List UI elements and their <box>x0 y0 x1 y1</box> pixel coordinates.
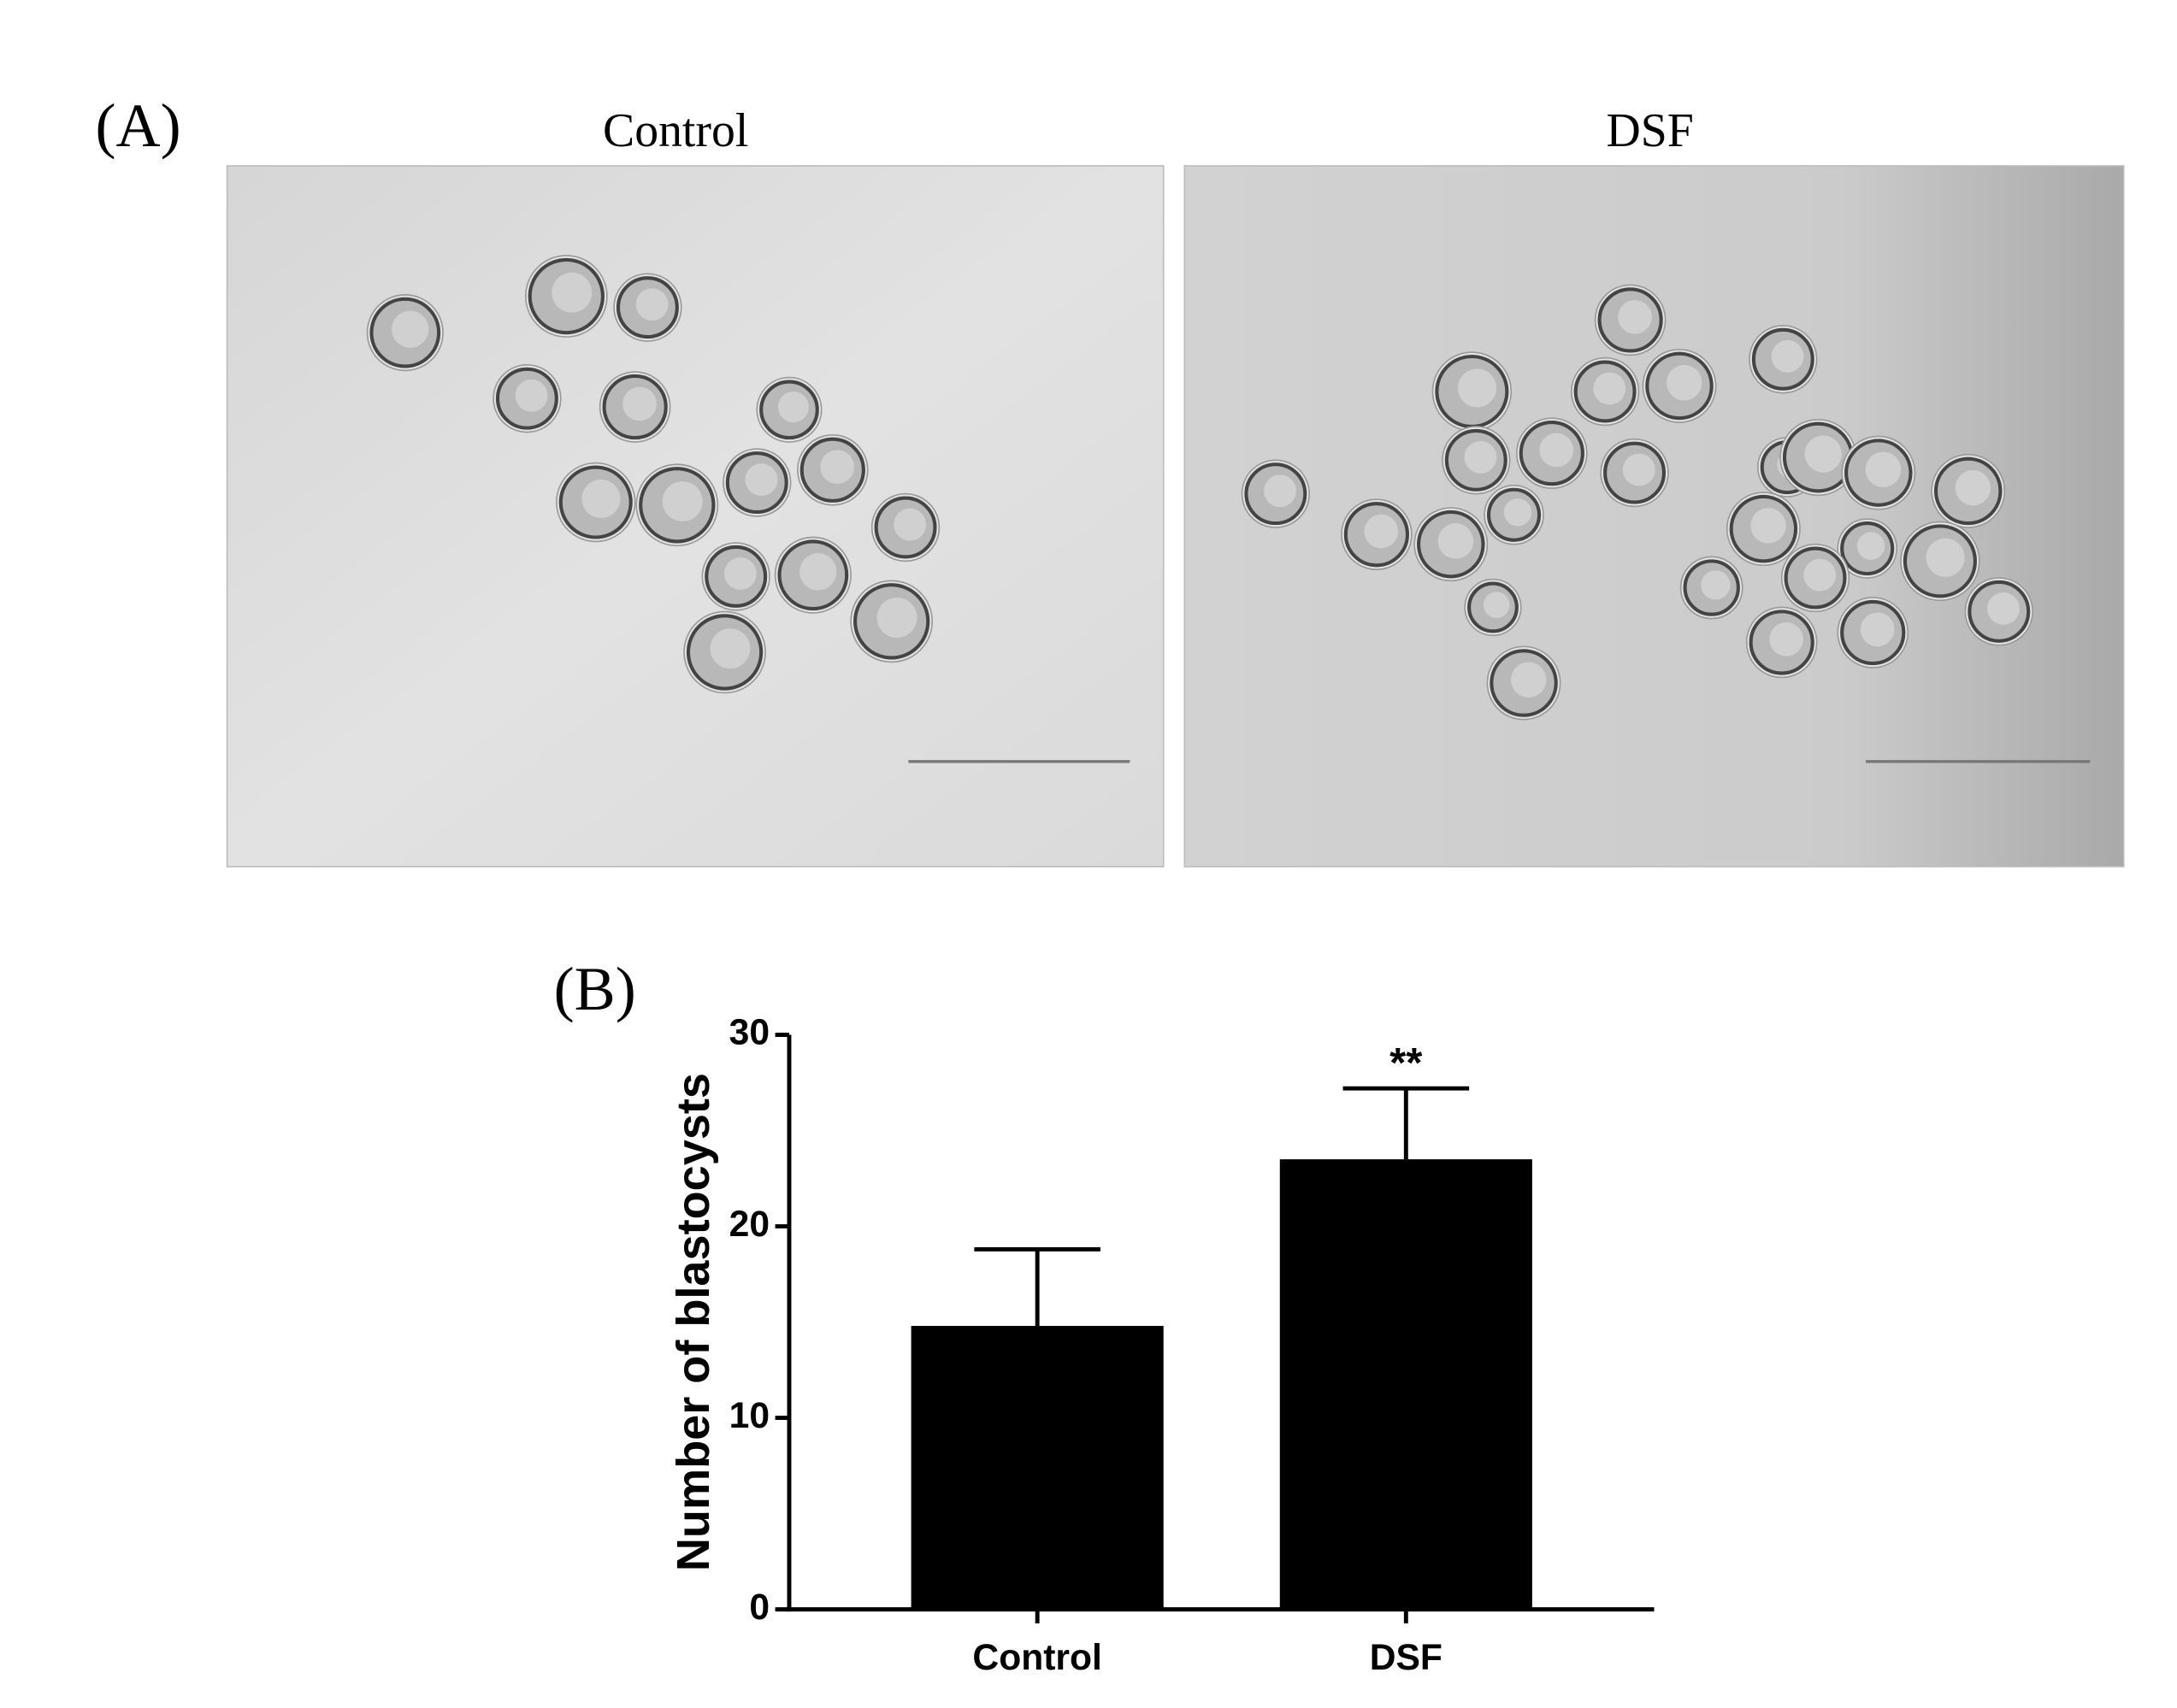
blastocyst-cavity <box>799 553 837 591</box>
blastocyst-cavity <box>777 391 809 423</box>
blastocyst-cavity <box>1539 433 1574 468</box>
blastocyst-cavity <box>1955 469 1991 506</box>
blastocyst-cavity <box>622 386 657 421</box>
x-tick-label: DSF <box>1370 1637 1442 1678</box>
blastocyst-cavity <box>1803 558 1837 592</box>
panel-label: (B) <box>554 955 636 1023</box>
blastocyst-cavity <box>745 463 778 497</box>
blastocyst-cavity <box>1860 612 1895 647</box>
blastocyst-cavity <box>1926 538 1965 577</box>
blastocyst-cavity <box>1856 532 1885 560</box>
y-tick-label: 10 <box>729 1395 770 1436</box>
blastocyst-cavity <box>1750 508 1786 544</box>
blastocyst-cavity <box>1593 372 1626 405</box>
significance-label: ** <box>1389 1040 1423 1087</box>
blastocyst-cavity <box>581 479 621 518</box>
image-title: Control <box>603 104 748 157</box>
image-title: DSF <box>1606 104 1693 157</box>
blastocyst-cavity <box>1701 570 1731 600</box>
blastocyst-cavity <box>1264 474 1296 508</box>
blastocyst-cavity <box>1865 451 1902 488</box>
bar <box>1279 1159 1532 1610</box>
panel-label: (A) <box>95 91 180 160</box>
x-tick-label: Control <box>972 1637 1101 1678</box>
blastocyst-cavity <box>723 557 757 590</box>
blastocyst-cavity <box>1622 453 1655 486</box>
blastocyst-cavity <box>552 272 593 313</box>
blastocyst-cavity <box>1364 514 1399 549</box>
y-tick-label: 20 <box>729 1204 770 1245</box>
blastocyst-cavity <box>662 481 703 521</box>
blastocyst-cavity <box>1618 299 1652 334</box>
blastocyst-cavity <box>392 310 429 348</box>
blastocyst-cavity <box>1503 498 1532 527</box>
blastocyst-cavity <box>1771 339 1804 373</box>
blastocyst-cavity <box>1437 523 1474 559</box>
blastocyst-cavity <box>635 288 669 321</box>
blastocyst-cavity <box>1987 592 2020 625</box>
blastocyst-cavity <box>1464 440 1497 474</box>
bar <box>911 1326 1164 1610</box>
blastocyst-cavity <box>1666 364 1702 401</box>
blastocyst-cavity <box>1457 368 1497 408</box>
blastocyst-cavity <box>1804 435 1842 473</box>
blastocyst-cavity <box>894 508 927 541</box>
blastocyst-cavity <box>876 598 917 639</box>
y-tick-label: 30 <box>729 1012 770 1053</box>
y-tick-label: 0 <box>749 1587 770 1628</box>
blastocyst-cavity <box>515 379 548 412</box>
y-axis-label: Number of blastocysts <box>668 1073 719 1571</box>
blastocyst-cavity <box>710 628 751 669</box>
blastocysts <box>366 255 2033 721</box>
blastocyst-cavity <box>1769 622 1803 657</box>
blastocyst-cavity <box>820 450 855 485</box>
blastocyst-cavity <box>1483 592 1510 619</box>
blastocyst-cavity <box>1510 662 1547 698</box>
